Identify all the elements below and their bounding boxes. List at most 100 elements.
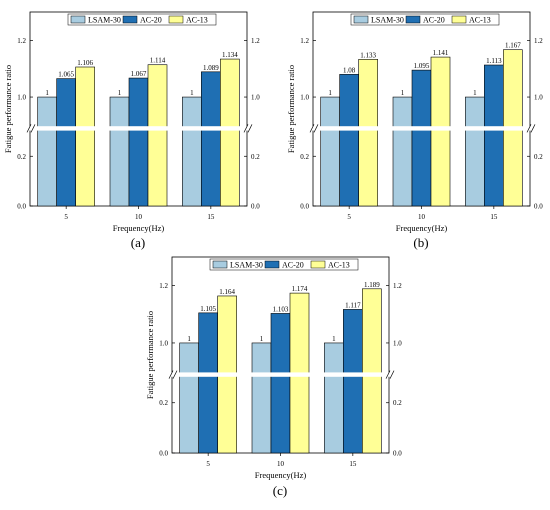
bar-ac-13-15 xyxy=(362,288,382,454)
y-axis-title: Fatigue performance ratio xyxy=(145,311,155,399)
y-tick-label: 0.0 xyxy=(300,203,309,211)
bar-lsam-30-15 xyxy=(465,96,485,207)
bar-lsam-30-5 xyxy=(37,96,57,207)
data-label: 1.189 xyxy=(364,281,380,289)
data-label: 1.067 xyxy=(131,70,147,78)
y-tick-label-right: 0.0 xyxy=(534,203,543,211)
data-label: 1.089 xyxy=(203,64,219,72)
data-label: 1.103 xyxy=(273,305,289,313)
axis-break-band xyxy=(309,126,534,131)
y-tick-label: 1.0 xyxy=(17,94,26,102)
legend-swatch-lsam-30 xyxy=(212,260,228,269)
legend-label: AC-13 xyxy=(328,261,350,270)
data-label: 1.106 xyxy=(77,59,93,67)
panel-caption: (c) xyxy=(273,483,287,498)
axis-break-band xyxy=(26,126,251,131)
x-axis-title: Frequency(Hz) xyxy=(255,470,307,480)
legend: LSAM-30 AC-20 AC-13 xyxy=(350,13,500,26)
panel-caption: (b) xyxy=(413,235,428,250)
bar-ac-20-5 xyxy=(56,78,76,207)
y-axis-title: Fatigue performance ratio xyxy=(286,65,296,153)
axis-break-mark xyxy=(247,124,253,133)
data-label: 1.095 xyxy=(414,62,430,70)
data-label: 1 xyxy=(45,89,49,97)
y-axis-title: Fatigue performance ratio xyxy=(3,65,13,153)
x-axis-title: Frequency(Hz) xyxy=(113,223,165,233)
bar-lsam-30-15 xyxy=(182,96,202,207)
chart-panel-c: 1 1.105 1.164 5 1 1.103 1.174 10 1 1.117 1.189 15 0.… xyxy=(145,256,402,498)
bar-ac-20-10 xyxy=(128,77,149,207)
legend-label: AC-20 xyxy=(282,261,304,270)
legend: LSAM-30 AC-20 AC-13 xyxy=(209,258,359,271)
x-tick-label: 10 xyxy=(277,460,285,468)
y-tick-label-right: 1.2 xyxy=(251,37,260,45)
axis-break-mark xyxy=(30,124,36,133)
y-tick-label-right: 1.0 xyxy=(534,94,543,102)
legend-label: AC-20 xyxy=(140,16,162,25)
y-tick-label: 0.0 xyxy=(17,203,26,211)
x-tick-label: 15 xyxy=(207,213,215,221)
y-tick-label: 1.2 xyxy=(17,37,26,45)
bar-lsam-30-5 xyxy=(320,96,340,207)
axis-break-mark xyxy=(389,370,395,379)
data-label: 1.114 xyxy=(150,57,166,65)
bar-ac-13-5 xyxy=(75,66,95,207)
data-label: 1.134 xyxy=(222,51,238,59)
bar-ac-20-10 xyxy=(270,313,291,454)
data-label: 1.133 xyxy=(360,51,376,59)
y-tick-label-right: 0.2 xyxy=(534,153,543,161)
data-label: 1 xyxy=(473,89,477,97)
bar-lsam-30-10 xyxy=(251,342,272,454)
y-tick-label-right: 0.0 xyxy=(251,203,260,211)
y-tick-label-right: 0.2 xyxy=(251,153,260,161)
y-tick-label-right: 0.2 xyxy=(393,399,402,407)
legend-swatch-lsam-30 xyxy=(70,15,86,24)
data-label: 1.065 xyxy=(58,71,74,79)
axis-break-mark xyxy=(172,370,178,379)
data-label: 1.174 xyxy=(292,285,308,293)
data-label: 1 xyxy=(260,335,264,343)
legend-box xyxy=(209,258,359,271)
bar-ac-20-5 xyxy=(339,74,359,207)
legend-box xyxy=(350,13,500,26)
panel-caption: (a) xyxy=(131,235,145,250)
axis-break-mark xyxy=(26,124,32,133)
axis-break-mark xyxy=(243,124,249,133)
data-label: 1.08 xyxy=(343,66,356,74)
bar-ac-13-15 xyxy=(220,58,240,207)
data-label: 1.105 xyxy=(200,305,216,313)
data-label: 1 xyxy=(118,89,122,97)
y-tick-label: 1.2 xyxy=(159,282,168,290)
legend-swatch-ac-20 xyxy=(122,15,138,24)
y-tick-label: 1.2 xyxy=(300,37,309,45)
data-label: 1.117 xyxy=(345,301,361,309)
bar-ac-13-5 xyxy=(358,59,378,207)
y-tick-label: 0.0 xyxy=(159,450,168,458)
legend-box xyxy=(67,13,217,26)
data-label: 1.113 xyxy=(486,57,502,65)
x-tick-label: 5 xyxy=(347,213,351,221)
y-tick-label-right: 1.0 xyxy=(251,94,260,102)
y-tick-label: 0.2 xyxy=(159,399,168,407)
axis-break-mark xyxy=(313,124,319,133)
bar-lsam-30-15 xyxy=(324,342,344,454)
axis-break-mark xyxy=(526,124,532,133)
y-tick-label: 0.2 xyxy=(17,153,26,161)
data-label: 1 xyxy=(401,89,405,97)
bar-ac-20-15 xyxy=(484,64,504,207)
y-tick-label: 1.0 xyxy=(300,94,309,102)
y-tick-label-right: 0.0 xyxy=(393,450,402,458)
x-axis-title: Frequency(Hz) xyxy=(396,223,448,233)
legend: LSAM-30 AC-20 AC-13 xyxy=(67,13,217,26)
x-tick-label: 5 xyxy=(64,213,68,221)
bar-ac-20-10 xyxy=(411,69,432,207)
x-tick-label: 10 xyxy=(418,213,426,221)
bar-lsam-30-5 xyxy=(179,342,199,454)
legend-swatch-ac-13 xyxy=(451,15,467,24)
legend-swatch-ac-13 xyxy=(310,260,326,269)
legend-swatch-ac-20 xyxy=(264,260,280,269)
